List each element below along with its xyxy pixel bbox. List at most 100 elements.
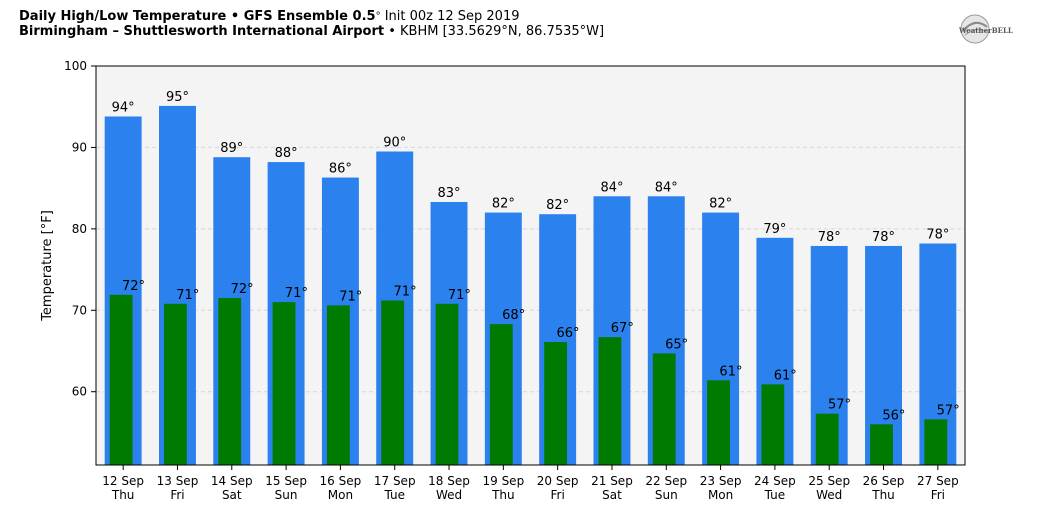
low-bar-1 (164, 303, 187, 465)
high-label-10: 84° (655, 180, 678, 195)
high-label-9: 84° (600, 180, 623, 195)
y-tick-label-90: 90 (72, 140, 87, 154)
chart-title: Daily High/Low Temperature • GFS Ensembl… (19, 9, 604, 39)
location-name: Birmingham – Shuttlesworth International… (19, 24, 385, 39)
high-label-13: 78° (818, 230, 841, 245)
high-label-14: 78° (872, 230, 895, 245)
low-label-12: 61° (774, 368, 797, 383)
x-tick-day-10: Sun (655, 488, 678, 502)
low-bar-11 (707, 380, 730, 465)
low-bar-10 (652, 353, 676, 465)
x-tick-day-4: Mon (328, 488, 353, 502)
x-tick-date-13: 25 Sep (808, 474, 850, 488)
x-tick-day-13: Wed (816, 488, 842, 502)
x-tick-date-5: 17 Sep (374, 474, 416, 488)
x-tick-day-5: Tue (383, 488, 405, 502)
high-label-5: 90° (383, 136, 406, 151)
low-label-0: 72° (122, 279, 145, 294)
logo-text: WeatherBELL (958, 26, 1013, 35)
x-tick-day-15: Fri (931, 488, 945, 502)
low-label-14: 56° (882, 408, 905, 423)
low-bar-12 (761, 384, 785, 465)
low-bar-5 (381, 300, 405, 465)
data-labels: 94° 72° 95° 71° 89° 72° 88° 71° 86° 71° 90° 71° 83° 7… (112, 90, 960, 423)
low-bar-13 (815, 413, 839, 465)
x-tick-day-0: Thu (111, 488, 135, 502)
x-tick-day-14: Thu (871, 488, 895, 502)
y-tick-label-100: 100 (64, 59, 87, 73)
x-tick-date-4: 16 Sep (320, 474, 362, 488)
high-label-15: 78° (926, 228, 949, 243)
high-label-12: 79° (763, 222, 786, 237)
low-temperature-bars (109, 294, 948, 465)
low-label-5: 71° (394, 285, 417, 300)
x-tick-date-7: 19 Sep (482, 474, 524, 488)
x-tick-date-12: 24 Sep (754, 474, 796, 488)
low-label-13: 57° (828, 398, 851, 413)
x-tick-date-11: 23 Sep (700, 474, 742, 488)
plot-frame (95, 65, 966, 466)
x-tick-day-11: Mon (708, 488, 733, 502)
high-label-4: 86° (329, 162, 352, 177)
y-tick-label-80: 80 (72, 222, 87, 236)
low-bar-4 (326, 305, 350, 465)
low-label-4: 71° (339, 289, 362, 304)
high-label-1: 95° (166, 90, 189, 105)
high-label-8: 82° (546, 198, 569, 213)
low-bar-9 (598, 337, 622, 465)
low-label-9: 67° (611, 321, 634, 336)
title-main: Daily High/Low Temperature • GFS Ensembl… (19, 9, 376, 24)
x-tick-day-3: Sun (275, 488, 298, 502)
x-tick-date-3: 15 Sep (265, 474, 307, 488)
low-label-3: 71° (285, 286, 308, 301)
title-line-2: Birmingham – Shuttlesworth International… (19, 24, 604, 39)
y-tick-label-70: 70 (72, 303, 87, 317)
low-bar-3 (272, 302, 296, 465)
low-label-10: 65° (665, 337, 688, 352)
low-label-6: 71° (448, 288, 471, 303)
y-axis-title: Temperature [°F] (40, 210, 55, 322)
x-tick-day-12: Tue (764, 488, 786, 502)
x-tick-day-1: Fri (170, 488, 184, 502)
low-label-11: 61° (719, 364, 742, 379)
x-tick-day-9: Sat (602, 488, 622, 502)
low-bar-2 (218, 298, 242, 465)
low-bar-0 (109, 294, 133, 465)
x-tick-date-6: 18 Sep (428, 474, 470, 488)
high-label-11: 82° (709, 197, 732, 212)
x-tick-day-8: Fri (551, 488, 565, 502)
low-label-2: 72° (231, 282, 254, 297)
x-tick-date-14: 26 Sep (863, 474, 905, 488)
low-bar-15 (924, 419, 948, 465)
x-tick-date-10: 22 Sep (645, 474, 687, 488)
x-tick-date-2: 14 Sep (211, 474, 253, 488)
x-tick-day-7: Thu (491, 488, 515, 502)
low-bar-14 (870, 424, 893, 465)
x-tick-date-1: 13 Sep (157, 474, 199, 488)
high-label-3: 88° (275, 146, 298, 161)
title-line-1: Daily High/Low Temperature • GFS Ensembl… (19, 9, 604, 24)
location-coords: • KBHM [33.5629°N, 86.7535°W] (384, 24, 605, 39)
low-bar-7 (489, 324, 513, 465)
x-tick-day-2: Sat (222, 488, 242, 502)
low-bar-6 (435, 303, 459, 465)
high-label-6: 83° (438, 186, 461, 201)
x-tick-date-9: 21 Sep (591, 474, 633, 488)
high-label-0: 94° (112, 100, 135, 115)
y-tick-label-60: 60 (72, 385, 87, 399)
low-label-8: 66° (556, 326, 579, 341)
high-label-2: 89° (220, 141, 243, 156)
x-tick-day-6: Wed (436, 488, 462, 502)
low-bar-8 (544, 342, 568, 465)
title-degree: ° (375, 11, 381, 22)
title-init: Init 00z 12 Sep 2019 (380, 9, 520, 24)
weatherbell-logo: WeatherBELL (955, 13, 1019, 47)
y-axis: 60 70 80 90 100 (64, 59, 96, 399)
low-label-15: 57° (937, 403, 960, 418)
high-label-7: 82° (492, 197, 515, 212)
weatherbell-swirl-logo-icon: WeatherBELL (958, 14, 1013, 44)
x-tick-date-0: 12 Sep (102, 474, 144, 488)
x-tick-date-8: 20 Sep (537, 474, 579, 488)
